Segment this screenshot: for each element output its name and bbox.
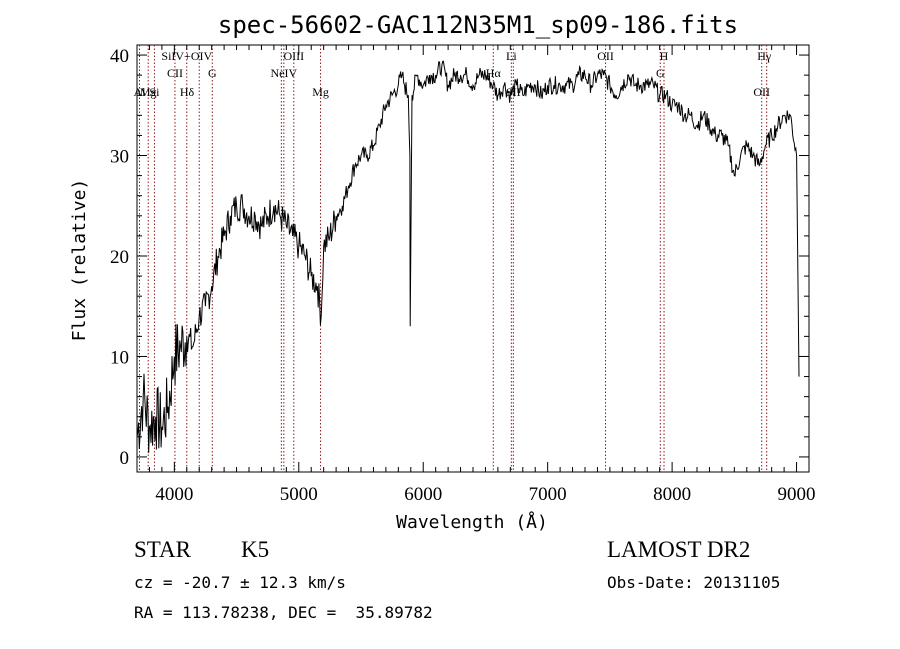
y-tick-label: 10 bbox=[110, 347, 129, 368]
spectral-line-label: SII bbox=[506, 85, 521, 99]
x-axis-ticks: 4000 5000 6000 7000 8000 9000 bbox=[148, 45, 816, 505]
coordinates: RA = 113.78238, DEC = 35.89782 bbox=[134, 603, 433, 622]
survey-name: LAMOST DR2 bbox=[607, 537, 751, 562]
spectral-line-label: Hδ bbox=[180, 85, 195, 99]
spectral-line-label: Hγ bbox=[757, 49, 772, 63]
spectral-line-label: CII bbox=[167, 66, 183, 80]
x-tick-label: 6000 bbox=[404, 484, 442, 505]
x-tick-label: 7000 bbox=[529, 484, 567, 505]
x-tick-label: 9000 bbox=[778, 484, 816, 505]
y-axis-ticks: 0 10 20 30 40 bbox=[110, 46, 809, 469]
spectral-line-label: G bbox=[656, 66, 665, 80]
x-tick-label: 4000 bbox=[155, 484, 193, 505]
spectral-line-label: Al bbox=[133, 85, 146, 99]
y-axis-label: Flux (relative) bbox=[69, 179, 90, 342]
spectrum-series-line bbox=[136, 60, 800, 453]
spectral-line-label: OIII bbox=[283, 49, 304, 63]
plot-frame bbox=[136, 44, 810, 473]
chart-title: spec-56602-GAC112N35M1_sp09-186.fits bbox=[218, 11, 738, 39]
spectral-line-label: SiIV+OIV bbox=[161, 49, 212, 63]
x-tick-label: 8000 bbox=[653, 484, 691, 505]
object-subclass: K5 bbox=[241, 537, 270, 562]
object-class: STAR bbox=[134, 537, 191, 562]
y-tick-label: 20 bbox=[110, 247, 129, 268]
x-axis-label: Wavelength (Å) bbox=[396, 511, 548, 533]
spectral-line-label: Li bbox=[506, 49, 517, 63]
spectral-line-label: H bbox=[660, 49, 669, 63]
y-tick-label: 40 bbox=[110, 46, 129, 67]
spectral-line-label: NeIV bbox=[271, 66, 298, 80]
spectral-line-label: Mg bbox=[312, 85, 329, 99]
spectral-line-label: Si bbox=[149, 85, 160, 99]
spectral-line-label: OII bbox=[753, 85, 770, 99]
observation-date: Obs-Date: 20131105 bbox=[607, 573, 781, 592]
redshift-value: cz = -20.7 ± 12.3 km/s bbox=[134, 573, 346, 592]
spectral-line-label: OII bbox=[597, 49, 614, 63]
y-tick-label: 0 bbox=[120, 448, 130, 469]
y-tick-label: 30 bbox=[110, 147, 129, 168]
spectral-line-label: Mg bbox=[140, 85, 157, 99]
spectral-line-label: Hα bbox=[486, 66, 502, 80]
x-tick-label: 5000 bbox=[280, 484, 318, 505]
spectral-line-markers bbox=[138, 45, 768, 472]
spectral-line-label: G bbox=[208, 66, 217, 80]
